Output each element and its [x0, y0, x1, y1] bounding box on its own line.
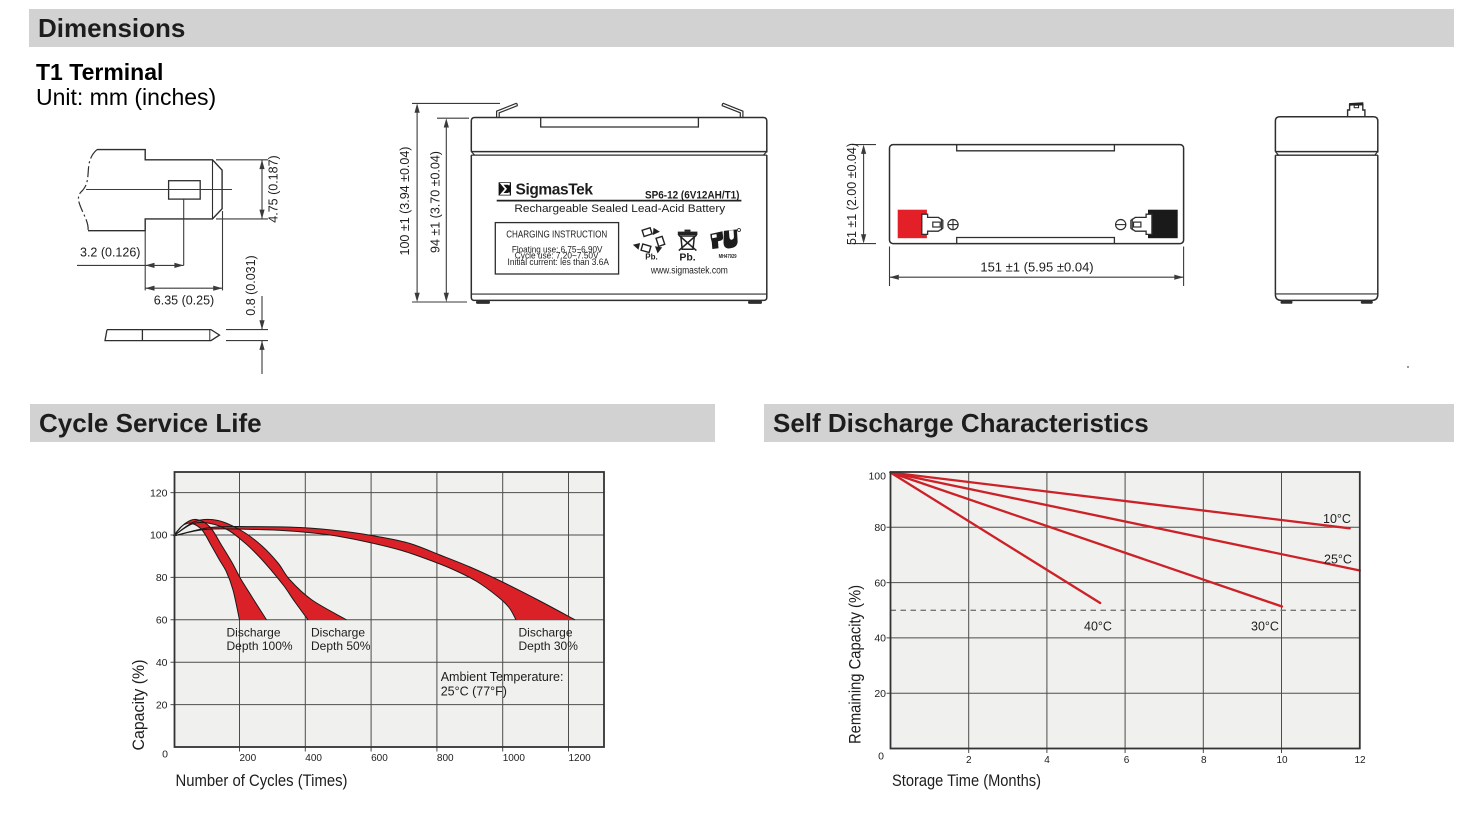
svg-text:400: 400	[305, 753, 322, 764]
svg-text:40: 40	[156, 657, 168, 669]
svg-text:MH47929: MH47929	[719, 254, 737, 260]
svg-text:200: 200	[240, 753, 257, 764]
svg-text:Rechargeable Sealed Lead-Acid: Rechargeable Sealed Lead-Acid Battery	[514, 203, 725, 215]
svg-text:25°C: 25°C	[1324, 553, 1352, 567]
svg-text:800: 800	[437, 753, 454, 764]
svg-text:20: 20	[874, 688, 886, 700]
svg-text:94 ±1 (3.70 ±0.04): 94 ±1 (3.70 ±0.04)	[428, 151, 442, 253]
svg-text:www.sigmastek.com: www.sigmastek.com	[650, 265, 728, 276]
svg-text:30°C: 30°C	[1251, 620, 1279, 634]
svg-text:Cycle use: 7.20~7.50V: Cycle use: 7.20~7.50V	[515, 251, 600, 261]
svg-text:Capacity (%): Capacity (%)	[129, 660, 148, 751]
svg-text:Depth 50%: Depth 50%	[311, 639, 371, 653]
svg-text:SigmasTek: SigmasTek	[516, 182, 594, 199]
svg-text:8: 8	[1201, 755, 1207, 766]
svg-text:3.2 (0.126): 3.2 (0.126)	[80, 246, 140, 260]
svg-text:6: 6	[1124, 755, 1130, 766]
svg-text:40: 40	[874, 633, 886, 645]
svg-text:4: 4	[1044, 755, 1050, 766]
svg-text:Number of Cycles (Times): Number of Cycles (Times)	[176, 771, 348, 790]
svg-text:Initial current: les than 3.6A: Initial current: les than 3.6A	[508, 257, 610, 267]
svg-text:100: 100	[150, 530, 168, 542]
svg-text:60: 60	[874, 577, 886, 589]
svg-text:Discharge: Discharge	[519, 626, 573, 640]
svg-text:Pb.: Pb.	[645, 253, 657, 262]
svg-text:100: 100	[868, 471, 886, 483]
svg-text:Discharge: Discharge	[227, 626, 281, 640]
svg-text:Pb.: Pb.	[679, 252, 695, 264]
svg-text:100 ±1 (3.94 ±0.04): 100 ±1 (3.94 ±0.04)	[398, 147, 412, 256]
svg-text:10: 10	[1276, 755, 1288, 766]
svg-text:4.75 (0.187): 4.75 (0.187)	[266, 155, 280, 222]
svg-text:2: 2	[966, 755, 972, 766]
svg-text:CHARGING INSTRUCTION: CHARGING INSTRUCTION	[506, 230, 607, 241]
svg-text:10°C: 10°C	[1323, 512, 1351, 526]
svg-text:120: 120	[150, 487, 168, 499]
svg-text:60: 60	[156, 615, 168, 627]
svg-text:0.8 (0.031): 0.8 (0.031)	[244, 255, 258, 315]
svg-text:600: 600	[371, 753, 388, 764]
svg-text:Depth 30%: Depth 30%	[519, 639, 579, 653]
svg-text:Ambient Temperature:: Ambient Temperature:	[441, 670, 564, 684]
svg-text:25°C (77°F): 25°C (77°F)	[441, 685, 507, 699]
svg-text:0: 0	[878, 751, 884, 763]
svg-text:80: 80	[156, 572, 168, 584]
svg-text:40°C: 40°C	[1084, 620, 1112, 634]
svg-text:Storage Time (Months): Storage Time (Months)	[892, 771, 1041, 790]
svg-text:Discharge: Discharge	[311, 626, 365, 640]
svg-text:151 ±1 (5.95 ±0.04): 151 ±1 (5.95 ±0.04)	[980, 260, 1093, 275]
svg-text:20: 20	[156, 699, 168, 711]
svg-text:Depth 100%: Depth 100%	[227, 639, 293, 653]
svg-text:12: 12	[1354, 755, 1366, 766]
svg-text:1200: 1200	[569, 753, 592, 764]
svg-text:51 ±1 (2.00 ±0.04): 51 ±1 (2.00 ±0.04)	[845, 143, 859, 245]
svg-text:80: 80	[874, 522, 886, 534]
svg-text:SP6-12 (6V12AH/T1): SP6-12 (6V12AH/T1)	[645, 189, 740, 201]
svg-text:Remaining Capacity (%): Remaining Capacity (%)	[846, 585, 865, 744]
svg-text:6.35 (0.25): 6.35 (0.25)	[154, 294, 214, 308]
svg-text:0: 0	[162, 749, 168, 761]
svg-text:Floating use: 6.75~6.90V: Floating use: 6.75~6.90V	[512, 245, 603, 255]
svg-text:1000: 1000	[503, 753, 526, 764]
